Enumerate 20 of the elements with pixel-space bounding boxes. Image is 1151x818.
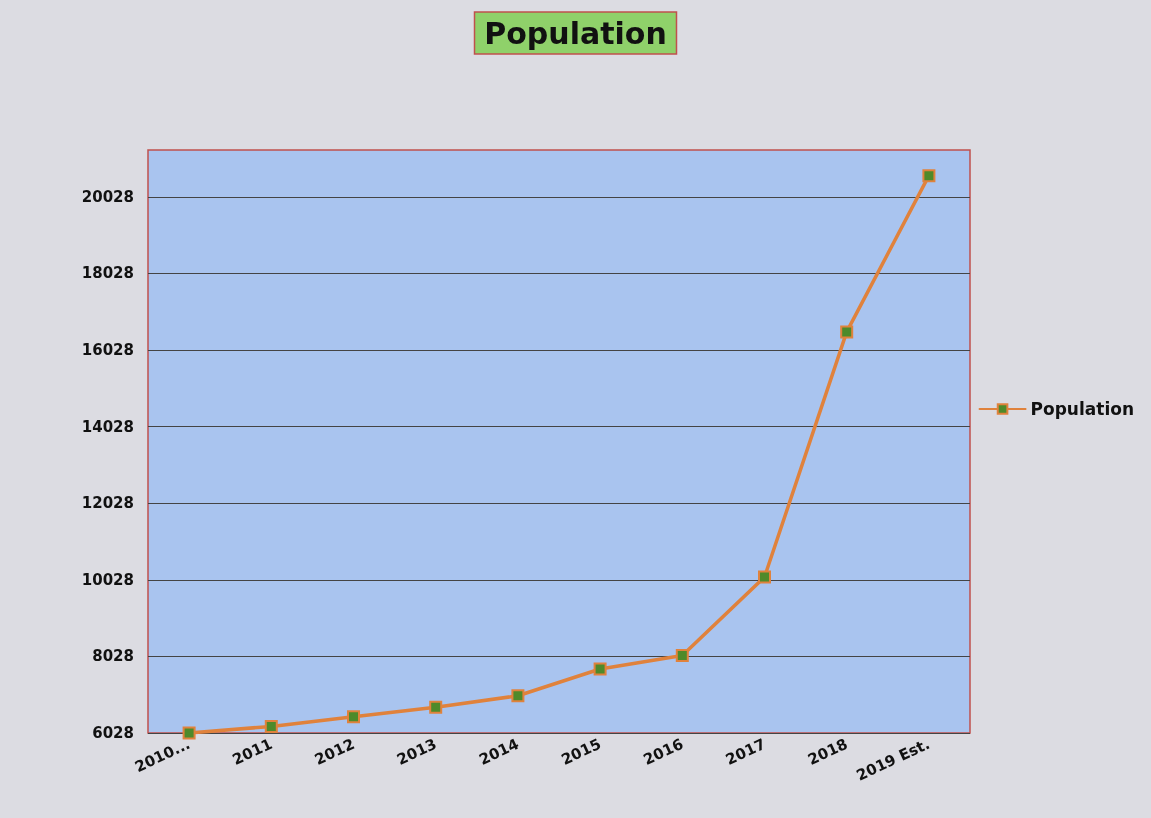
point: [511, 689, 525, 703]
y-tick-label: 16028: [81, 341, 134, 359]
y-tick-label: 10028: [81, 570, 134, 589]
point: [182, 726, 196, 740]
point: [675, 649, 689, 663]
y-tick-label: 14028: [81, 417, 134, 436]
point: [347, 710, 360, 724]
point: [922, 169, 936, 183]
legend-label: Population: [1030, 399, 1135, 419]
y-tick-label: 8028: [92, 647, 134, 666]
point: [264, 719, 278, 733]
point: [593, 662, 607, 676]
point: [758, 570, 771, 584]
y-tick-label: 20028: [81, 187, 134, 206]
y-tick-label: 6028: [92, 724, 134, 742]
point: [429, 700, 443, 714]
chart-title: Population: [484, 15, 667, 51]
point: [840, 325, 854, 339]
y-tick-label: 12028: [81, 494, 134, 513]
y-tick-label: 18028: [81, 264, 134, 283]
